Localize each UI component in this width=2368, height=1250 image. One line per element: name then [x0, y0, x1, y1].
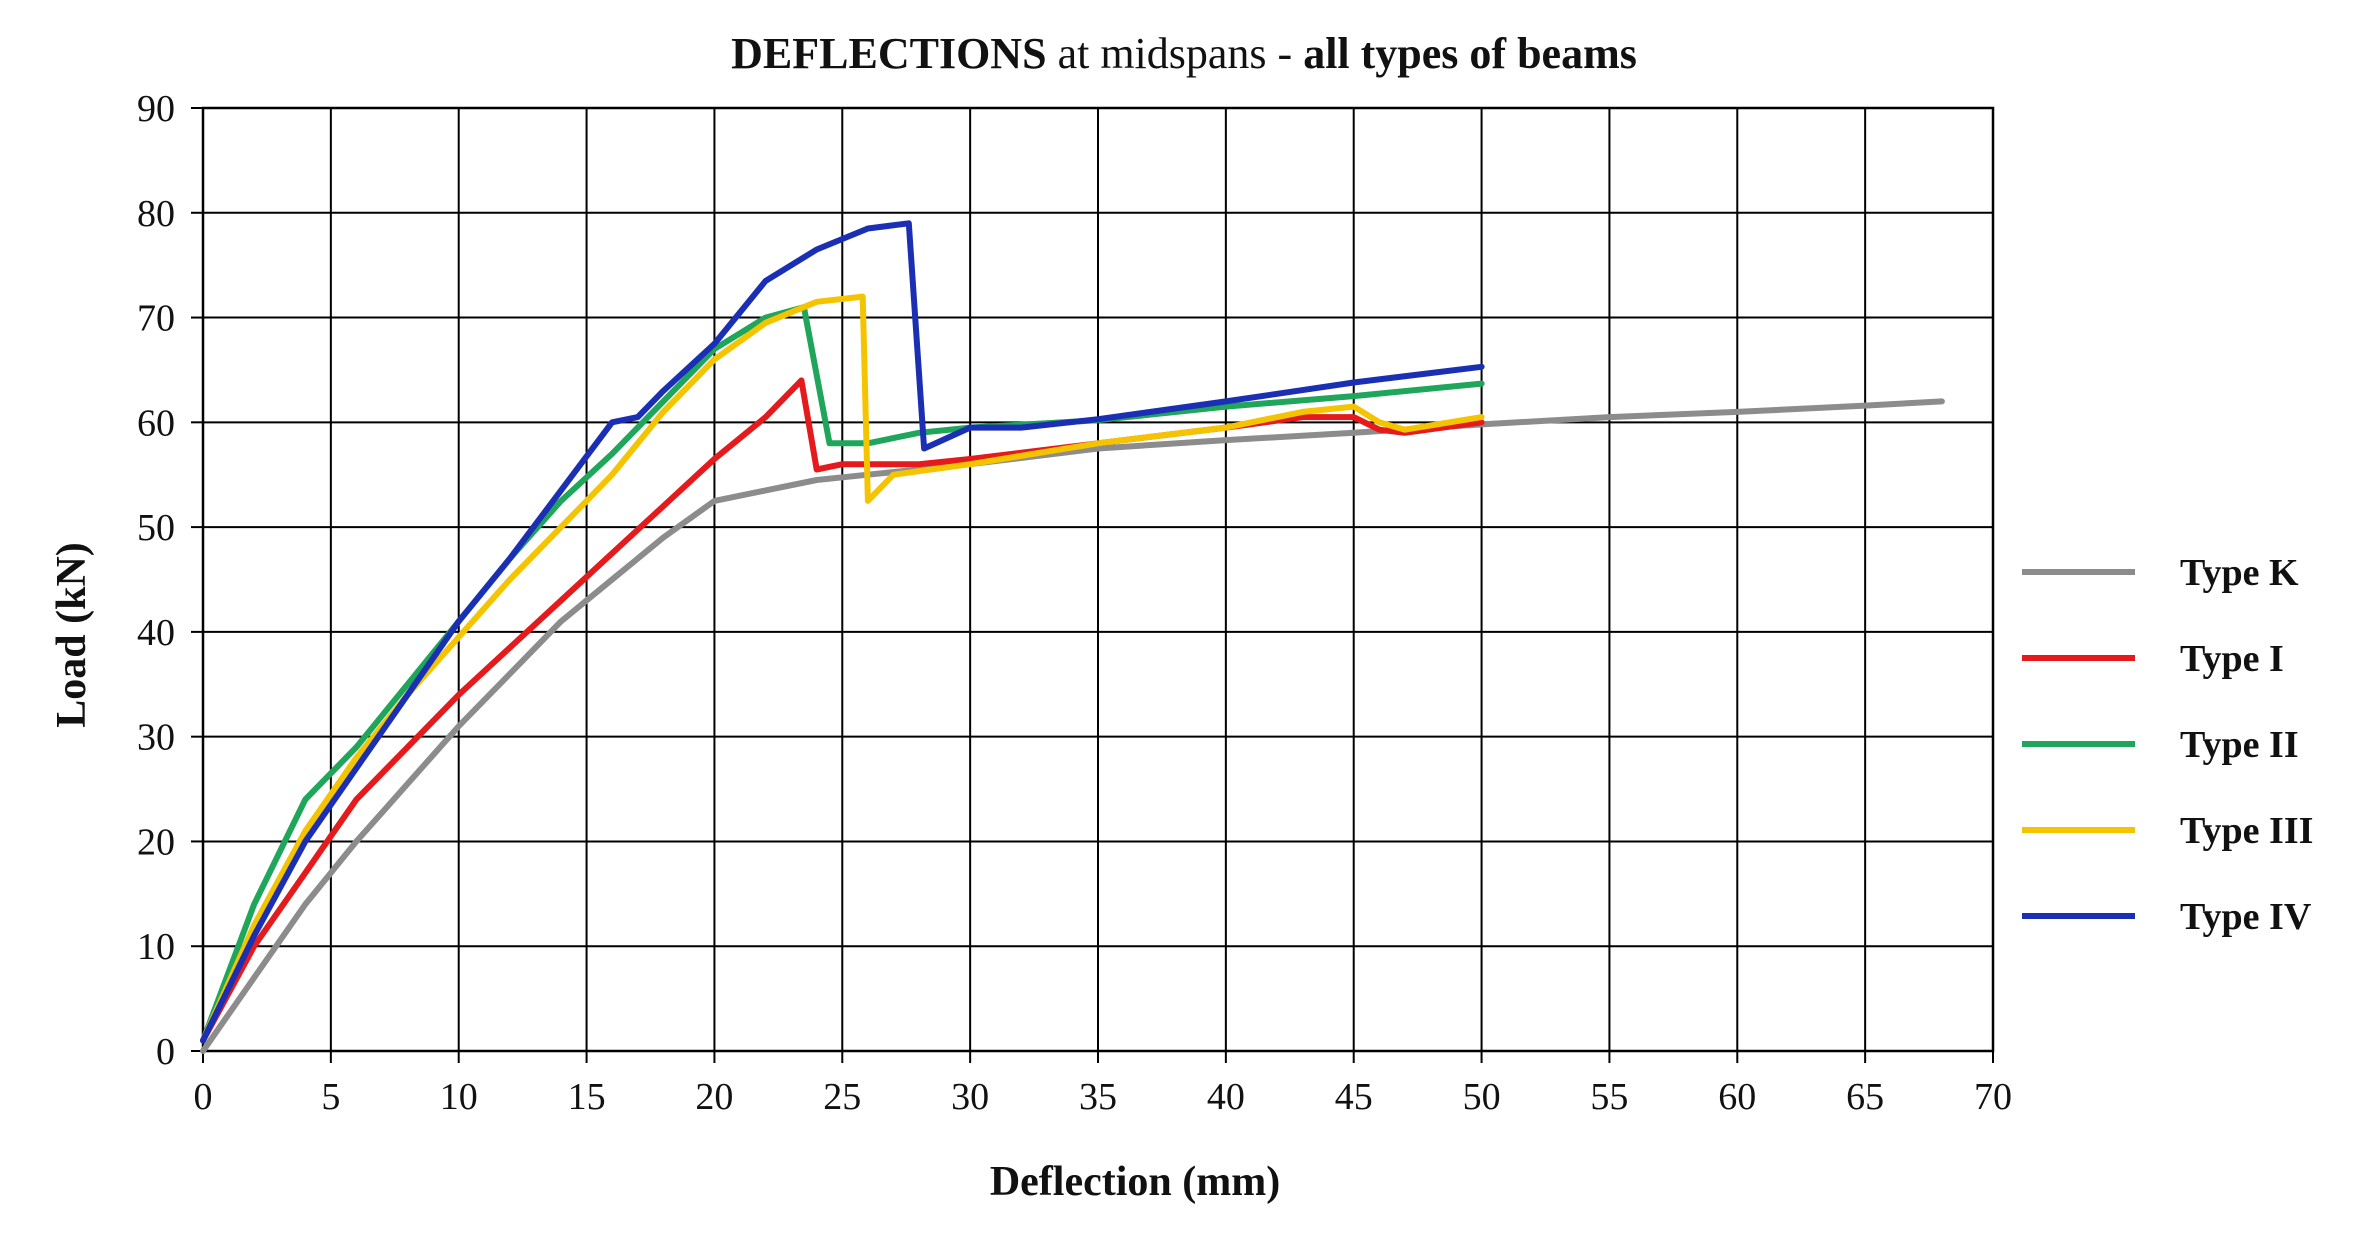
- x-tick-label: 50: [1463, 1076, 1501, 1118]
- x-axis-label: Deflection (mm): [990, 1159, 1280, 1205]
- grid: [191, 106, 1995, 1063]
- y-tick-label: 60: [137, 402, 175, 444]
- y-axis-label: Load (kN): [49, 542, 95, 728]
- y-tick-label: 30: [137, 717, 175, 759]
- legend-label-4: Type III: [2180, 810, 2313, 852]
- y-tick-label: 80: [137, 193, 175, 235]
- chart-title-part-3: all types of beams: [1303, 29, 1637, 78]
- y-tick-label: 50: [137, 507, 175, 549]
- y-tick-label: 70: [137, 298, 175, 340]
- legend: Type K Type I Type II Type III Type IV: [2022, 552, 2313, 938]
- y-tick-label: 90: [137, 88, 175, 130]
- series-line-2: [200, 377, 1485, 1044]
- x-tick-label: 55: [1590, 1076, 1628, 1118]
- x-tick-label: 30: [951, 1076, 989, 1118]
- x-tick-label: 20: [695, 1076, 733, 1118]
- chart-title: DEFLECTIONS at midspans - all types of b…: [0, 28, 2368, 79]
- plot-frame: [201, 106, 1995, 1053]
- y-tick-label: 20: [137, 821, 175, 863]
- legend-label-2: Type I: [2180, 638, 2284, 680]
- x-tick-label: 25: [823, 1076, 861, 1118]
- series-line-1: [200, 398, 1945, 1054]
- legend-label-1: Type K: [2180, 552, 2299, 594]
- x-tick-label: 45: [1335, 1076, 1373, 1118]
- x-tick-label: 10: [440, 1076, 478, 1118]
- y-tick-label: 0: [156, 1031, 175, 1073]
- x-tick-label: 65: [1846, 1076, 1884, 1118]
- x-tick-label: 5: [321, 1076, 340, 1118]
- chart-title-part-1: DEFLECTIONS: [731, 29, 1047, 78]
- chart-title-part-2: at midspans -: [1046, 29, 1304, 78]
- x-tick-label: 40: [1207, 1076, 1245, 1118]
- series-layer: [200, 220, 1945, 1054]
- y-tick-label: 10: [137, 926, 175, 968]
- series-line-5: [200, 220, 1485, 1044]
- x-tick-label: 15: [568, 1076, 606, 1118]
- x-tick-label: 0: [194, 1076, 213, 1118]
- x-tick-label: 70: [1974, 1076, 2012, 1118]
- x-tick-label: 35: [1079, 1076, 1117, 1118]
- x-tick-label: 60: [1718, 1076, 1756, 1118]
- legend-label-5: Type IV: [2180, 896, 2312, 938]
- y-tick-label: 40: [137, 612, 175, 654]
- legend-label-3: Type II: [2180, 724, 2299, 766]
- tick-labels: 0 5 10 15 20 25 30 35 40 45 50 55 60 65 70 0 10 20 30 40 50 6…: [137, 88, 2012, 1118]
